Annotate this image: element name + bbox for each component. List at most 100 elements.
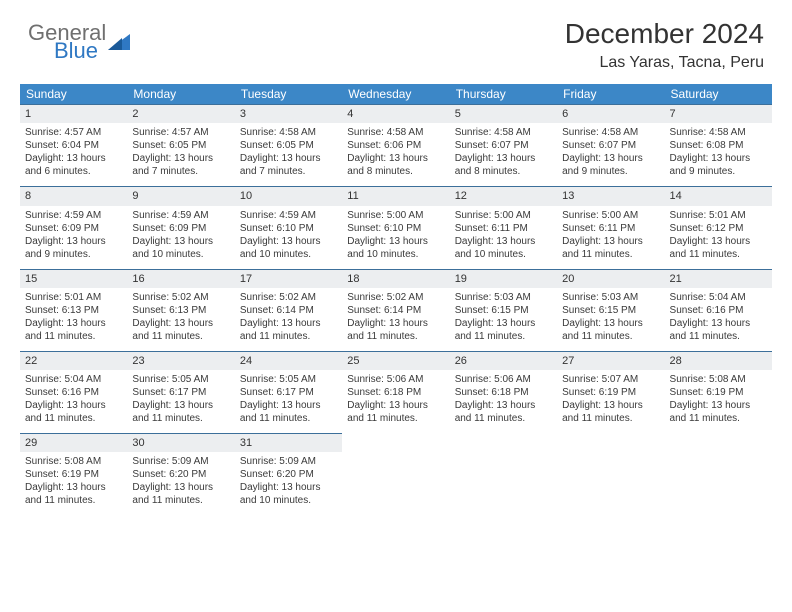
day-details: Sunrise: 5:09 AMSunset: 6:20 PMDaylight:… — [235, 452, 342, 515]
day-details: Sunrise: 5:06 AMSunset: 6:18 PMDaylight:… — [342, 370, 449, 433]
day-number: 7 — [665, 104, 772, 123]
calendar-cell: 25Sunrise: 5:06 AMSunset: 6:18 PMDayligh… — [342, 351, 449, 433]
calendar-cell: 29Sunrise: 5:08 AMSunset: 6:19 PMDayligh… — [20, 433, 127, 515]
logo: General Blue — [28, 22, 132, 62]
day-number: 31 — [235, 433, 342, 452]
calendar-cell: 2Sunrise: 4:57 AMSunset: 6:05 PMDaylight… — [127, 104, 234, 186]
day-details: Sunrise: 4:57 AMSunset: 6:04 PMDaylight:… — [20, 123, 127, 186]
location-text: Las Yaras, Tacna, Peru — [565, 54, 764, 72]
day-number: 18 — [342, 269, 449, 288]
weekday-header: Tuesday — [235, 84, 342, 104]
day-number: 16 — [127, 269, 234, 288]
logo-triangle-icon — [108, 32, 132, 52]
day-number: 22 — [20, 351, 127, 370]
day-details: Sunrise: 5:00 AMSunset: 6:11 PMDaylight:… — [450, 206, 557, 269]
calendar-cell: 21Sunrise: 5:04 AMSunset: 6:16 PMDayligh… — [665, 269, 772, 351]
day-number: 23 — [127, 351, 234, 370]
day-number: 2 — [127, 104, 234, 123]
calendar-cell: 24Sunrise: 5:05 AMSunset: 6:17 PMDayligh… — [235, 351, 342, 433]
day-details: Sunrise: 5:00 AMSunset: 6:11 PMDaylight:… — [557, 206, 664, 269]
day-details: Sunrise: 4:58 AMSunset: 6:08 PMDaylight:… — [665, 123, 772, 186]
calendar-cell — [342, 433, 449, 515]
weekday-header: Wednesday — [342, 84, 449, 104]
weekday-header: Thursday — [450, 84, 557, 104]
day-details: Sunrise: 4:59 AMSunset: 6:09 PMDaylight:… — [127, 206, 234, 269]
calendar-cell: 19Sunrise: 5:03 AMSunset: 6:15 PMDayligh… — [450, 269, 557, 351]
day-details: Sunrise: 5:01 AMSunset: 6:12 PMDaylight:… — [665, 206, 772, 269]
weekday-header: Friday — [557, 84, 664, 104]
day-details: Sunrise: 4:59 AMSunset: 6:10 PMDaylight:… — [235, 206, 342, 269]
weekday-header-row: Sunday Monday Tuesday Wednesday Thursday… — [20, 84, 772, 104]
day-number: 1 — [20, 104, 127, 123]
calendar-cell: 28Sunrise: 5:08 AMSunset: 6:19 PMDayligh… — [665, 351, 772, 433]
day-details: Sunrise: 5:03 AMSunset: 6:15 PMDaylight:… — [557, 288, 664, 351]
logo-word2: Blue — [54, 40, 106, 62]
day-details: Sunrise: 5:00 AMSunset: 6:10 PMDaylight:… — [342, 206, 449, 269]
day-details: Sunrise: 5:04 AMSunset: 6:16 PMDaylight:… — [665, 288, 772, 351]
day-details: Sunrise: 4:57 AMSunset: 6:05 PMDaylight:… — [127, 123, 234, 186]
day-number: 25 — [342, 351, 449, 370]
day-number: 4 — [342, 104, 449, 123]
day-details: Sunrise: 5:05 AMSunset: 6:17 PMDaylight:… — [235, 370, 342, 433]
calendar-cell: 4Sunrise: 4:58 AMSunset: 6:06 PMDaylight… — [342, 104, 449, 186]
calendar-cell: 10Sunrise: 4:59 AMSunset: 6:10 PMDayligh… — [235, 186, 342, 268]
calendar-cell: 27Sunrise: 5:07 AMSunset: 6:19 PMDayligh… — [557, 351, 664, 433]
day-number: 10 — [235, 186, 342, 205]
calendar-cell: 17Sunrise: 5:02 AMSunset: 6:14 PMDayligh… — [235, 269, 342, 351]
calendar-week-row: 8Sunrise: 4:59 AMSunset: 6:09 PMDaylight… — [20, 186, 772, 268]
calendar-cell — [450, 433, 557, 515]
calendar-week-row: 22Sunrise: 5:04 AMSunset: 6:16 PMDayligh… — [20, 351, 772, 433]
day-number: 9 — [127, 186, 234, 205]
weekday-header: Sunday — [20, 84, 127, 104]
day-number: 3 — [235, 104, 342, 123]
calendar-cell: 1Sunrise: 4:57 AMSunset: 6:04 PMDaylight… — [20, 104, 127, 186]
day-number: 17 — [235, 269, 342, 288]
calendar-cell: 31Sunrise: 5:09 AMSunset: 6:20 PMDayligh… — [235, 433, 342, 515]
day-details: Sunrise: 5:04 AMSunset: 6:16 PMDaylight:… — [20, 370, 127, 433]
day-details: Sunrise: 5:07 AMSunset: 6:19 PMDaylight:… — [557, 370, 664, 433]
calendar-cell: 15Sunrise: 5:01 AMSunset: 6:13 PMDayligh… — [20, 269, 127, 351]
day-number: 6 — [557, 104, 664, 123]
calendar-cell: 14Sunrise: 5:01 AMSunset: 6:12 PMDayligh… — [665, 186, 772, 268]
calendar-week-row: 29Sunrise: 5:08 AMSunset: 6:19 PMDayligh… — [20, 433, 772, 515]
day-details: Sunrise: 5:05 AMSunset: 6:17 PMDaylight:… — [127, 370, 234, 433]
day-details: Sunrise: 5:08 AMSunset: 6:19 PMDaylight:… — [665, 370, 772, 433]
day-number: 29 — [20, 433, 127, 452]
calendar-table: Sunday Monday Tuesday Wednesday Thursday… — [20, 84, 772, 515]
calendar-cell: 11Sunrise: 5:00 AMSunset: 6:10 PMDayligh… — [342, 186, 449, 268]
day-details: Sunrise: 4:58 AMSunset: 6:07 PMDaylight:… — [557, 123, 664, 186]
calendar-cell: 12Sunrise: 5:00 AMSunset: 6:11 PMDayligh… — [450, 186, 557, 268]
day-details: Sunrise: 5:06 AMSunset: 6:18 PMDaylight:… — [450, 370, 557, 433]
day-details: Sunrise: 5:02 AMSunset: 6:14 PMDaylight:… — [235, 288, 342, 351]
calendar-cell — [665, 433, 772, 515]
day-details: Sunrise: 4:58 AMSunset: 6:05 PMDaylight:… — [235, 123, 342, 186]
calendar-cell: 6Sunrise: 4:58 AMSunset: 6:07 PMDaylight… — [557, 104, 664, 186]
calendar-cell — [557, 433, 664, 515]
day-details: Sunrise: 5:03 AMSunset: 6:15 PMDaylight:… — [450, 288, 557, 351]
day-number: 14 — [665, 186, 772, 205]
calendar-week-row: 15Sunrise: 5:01 AMSunset: 6:13 PMDayligh… — [20, 269, 772, 351]
day-details: Sunrise: 5:02 AMSunset: 6:14 PMDaylight:… — [342, 288, 449, 351]
calendar-cell: 22Sunrise: 5:04 AMSunset: 6:16 PMDayligh… — [20, 351, 127, 433]
day-number: 21 — [665, 269, 772, 288]
day-number: 12 — [450, 186, 557, 205]
calendar-cell: 5Sunrise: 4:58 AMSunset: 6:07 PMDaylight… — [450, 104, 557, 186]
calendar-cell: 18Sunrise: 5:02 AMSunset: 6:14 PMDayligh… — [342, 269, 449, 351]
calendar-cell: 26Sunrise: 5:06 AMSunset: 6:18 PMDayligh… — [450, 351, 557, 433]
calendar-cell: 30Sunrise: 5:09 AMSunset: 6:20 PMDayligh… — [127, 433, 234, 515]
day-number: 15 — [20, 269, 127, 288]
calendar-cell: 13Sunrise: 5:00 AMSunset: 6:11 PMDayligh… — [557, 186, 664, 268]
calendar-cell: 3Sunrise: 4:58 AMSunset: 6:05 PMDaylight… — [235, 104, 342, 186]
calendar-week-row: 1Sunrise: 4:57 AMSunset: 6:04 PMDaylight… — [20, 104, 772, 186]
day-number: 28 — [665, 351, 772, 370]
day-details: Sunrise: 5:02 AMSunset: 6:13 PMDaylight:… — [127, 288, 234, 351]
day-details: Sunrise: 5:09 AMSunset: 6:20 PMDaylight:… — [127, 452, 234, 515]
weekday-header: Monday — [127, 84, 234, 104]
day-number: 27 — [557, 351, 664, 370]
calendar-cell: 9Sunrise: 4:59 AMSunset: 6:09 PMDaylight… — [127, 186, 234, 268]
day-number: 30 — [127, 433, 234, 452]
day-number: 20 — [557, 269, 664, 288]
title-block: December 2024 Las Yaras, Tacna, Peru — [565, 18, 764, 72]
day-number: 8 — [20, 186, 127, 205]
day-details: Sunrise: 4:58 AMSunset: 6:07 PMDaylight:… — [450, 123, 557, 186]
